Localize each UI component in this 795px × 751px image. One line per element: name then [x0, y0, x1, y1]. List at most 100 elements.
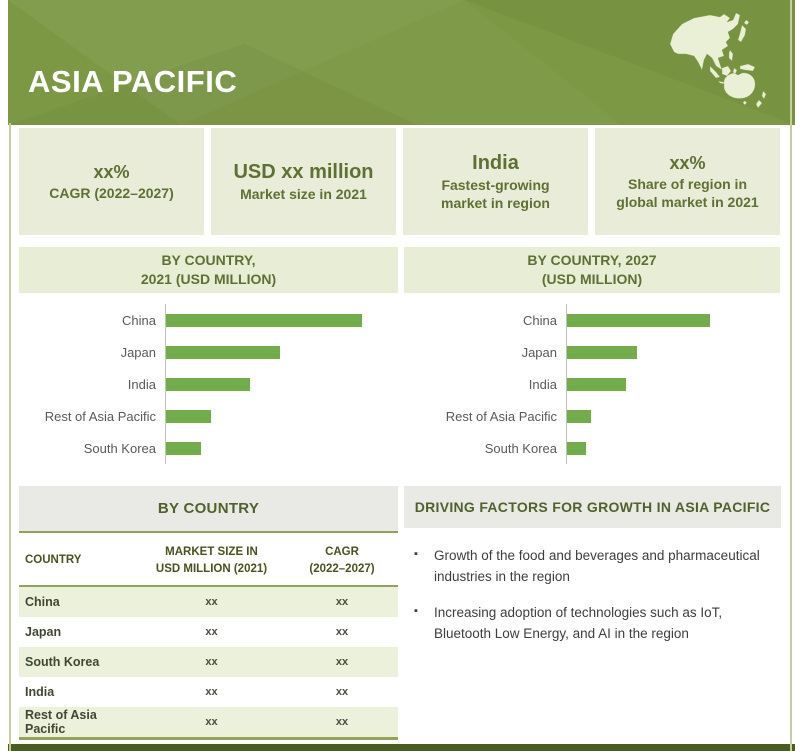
chart-title-2027: BY COUNTRY, 2027 (USD MILLION): [404, 247, 780, 293]
stat-value: India: [472, 151, 519, 174]
stat-value: xx%: [669, 153, 706, 174]
stat-cards: xx% CAGR (2022–2027) USD xx million Mark…: [19, 128, 780, 235]
bar-track: [165, 400, 398, 432]
bar-category-label: South Korea: [484, 440, 557, 456]
bar-row: Rest of Asia Pacific: [19, 400, 398, 432]
bar-track: [566, 400, 780, 432]
bar-track: [566, 304, 780, 336]
bar-category-label: Japan: [521, 344, 557, 360]
bar-category-label: China: [122, 312, 156, 328]
table-row: Rest of Asia Pacific xx xx: [19, 707, 398, 738]
bar: [166, 409, 211, 423]
table-cell-market-size: xx: [205, 656, 218, 669]
bar-row: China: [19, 304, 398, 336]
bar-category-label: China: [523, 312, 557, 328]
bar: [567, 441, 586, 455]
bar-chart-2021: China Japan India Rest of Asia Pacific S…: [19, 304, 398, 464]
chart-title-line: BY COUNTRY,: [161, 252, 256, 269]
table-cell-market-size: xx: [205, 626, 218, 639]
bar-row: Japan: [19, 336, 398, 368]
chart-title-line: 2021 (USD MILLION): [140, 271, 277, 287]
driving-factor-item: Growth of the food and beverages and pha…: [412, 546, 781, 588]
stat-card-global-share: xx% Share of region in global market in …: [595, 128, 780, 235]
bar: [567, 313, 710, 327]
bar-category-label: India: [528, 376, 557, 392]
chart-title-line: (USD MILLION): [541, 271, 643, 287]
bar-row: Rest of Asia Pacific: [404, 400, 780, 432]
bar: [567, 377, 626, 391]
table-cell-cagr: xx: [335, 656, 349, 669]
bar-row: India: [404, 368, 780, 400]
table-cell-cagr: xx: [335, 596, 349, 609]
table-cell-country: Rest of Asia Pacific: [25, 708, 97, 737]
bar-track: [566, 336, 780, 368]
table-row: China xx xx: [19, 587, 398, 618]
divider: [19, 531, 398, 533]
stat-value: USD xx million: [233, 160, 374, 183]
bar-category-label: Rest of Asia Pacific: [44, 408, 156, 424]
bar-track: [566, 368, 780, 400]
bar: [567, 345, 637, 359]
stat-label: CAGR (2022–2027): [49, 184, 174, 201]
stat-label: Market size in 2021: [240, 185, 367, 202]
bar-track: [566, 432, 780, 464]
table-cell-market-size: xx: [205, 716, 218, 729]
column-header-country: COUNTRY: [25, 554, 82, 567]
bar-track: [165, 304, 398, 336]
chart-title-2021: BY COUNTRY, 2021 (USD MILLION): [19, 247, 398, 293]
driving-factors-list: Growth of the food and beverages and pha…: [412, 546, 781, 645]
chart-title-line: BY COUNTRY, 2027: [527, 252, 657, 269]
region-banner: [8, 0, 795, 125]
bar-row: China: [404, 304, 780, 336]
bar-row: India: [19, 368, 398, 400]
table-cell-cagr: xx: [335, 626, 349, 639]
stat-card-market-size: USD xx million Market size in 2021: [211, 128, 396, 235]
bar-category-label: South Korea: [83, 440, 156, 456]
column-header-cagr: CAGR (2022–2027): [309, 546, 375, 575]
driving-factor-item: Increasing adoption of technologies such…: [412, 603, 781, 645]
page-title: ASIA PACIFIC: [28, 64, 238, 99]
bar-row: South Korea: [404, 432, 780, 464]
table-row: Japan xx xx: [19, 617, 398, 647]
frame-border-left: [9, 123, 11, 751]
stat-card-cagr: xx% CAGR (2022–2027): [19, 128, 204, 235]
table-cell-country: South Korea: [25, 655, 100, 670]
table-header-row: COUNTRY MARKET SIZE IN USD MILLION (2021…: [19, 537, 398, 588]
bar: [166, 313, 362, 327]
table-row: India xx xx: [19, 677, 398, 707]
table-cell-market-size: xx: [205, 686, 218, 699]
bar-row: South Korea: [19, 432, 398, 464]
bar-track: [165, 336, 398, 368]
stat-value: xx%: [93, 162, 130, 183]
by-country-table-panel: BY COUNTRY COUNTRY MARKET SIZE IN USD MI…: [19, 486, 398, 741]
table-cell-country: China: [25, 595, 60, 610]
table-cell-country: India: [25, 685, 55, 700]
stat-card-fastest-growing: India Fastest-growing market in region: [403, 128, 588, 235]
bar-category-label: India: [127, 376, 156, 392]
column-header-market-size: MARKET SIZE IN USD MILLION (2021): [155, 546, 268, 575]
driving-factors-title: DRIVING FACTORS FOR GROWTH IN ASIA PACIF…: [404, 486, 781, 528]
bar-chart-2027: China Japan India Rest of Asia Pacific S…: [404, 304, 780, 464]
table-cell-cagr: xx: [335, 686, 349, 699]
bar-track: [165, 432, 398, 464]
footer-bar: [8, 744, 795, 751]
table-body: China xx xx Japan xx xx South Korea xx x…: [19, 587, 398, 741]
frame-border-right: [790, 0, 792, 751]
table-row: South Korea xx xx: [19, 647, 398, 678]
bar-track: [165, 368, 398, 400]
driving-factors-panel: DRIVING FACTORS FOR GROWTH IN ASIA PACIF…: [404, 486, 781, 660]
table-cell-cagr: xx: [335, 716, 349, 729]
bar: [567, 409, 591, 423]
bar: [166, 345, 280, 359]
table-cell-country: Japan: [25, 625, 62, 640]
bar-row: Japan: [404, 336, 780, 368]
bar-category-label: Japan: [120, 344, 156, 360]
stat-label: Share of region in global market in 2021: [616, 175, 759, 210]
bar: [166, 377, 250, 391]
stat-label: Fastest-growing market in region: [441, 176, 550, 211]
asia-pacific-map-icon: [658, 4, 792, 116]
table-cell-market-size: xx: [205, 596, 218, 609]
bar-category-label: Rest of Asia Pacific: [445, 408, 557, 424]
table-panel-title: BY COUNTRY: [19, 486, 398, 531]
bar: [166, 441, 201, 455]
